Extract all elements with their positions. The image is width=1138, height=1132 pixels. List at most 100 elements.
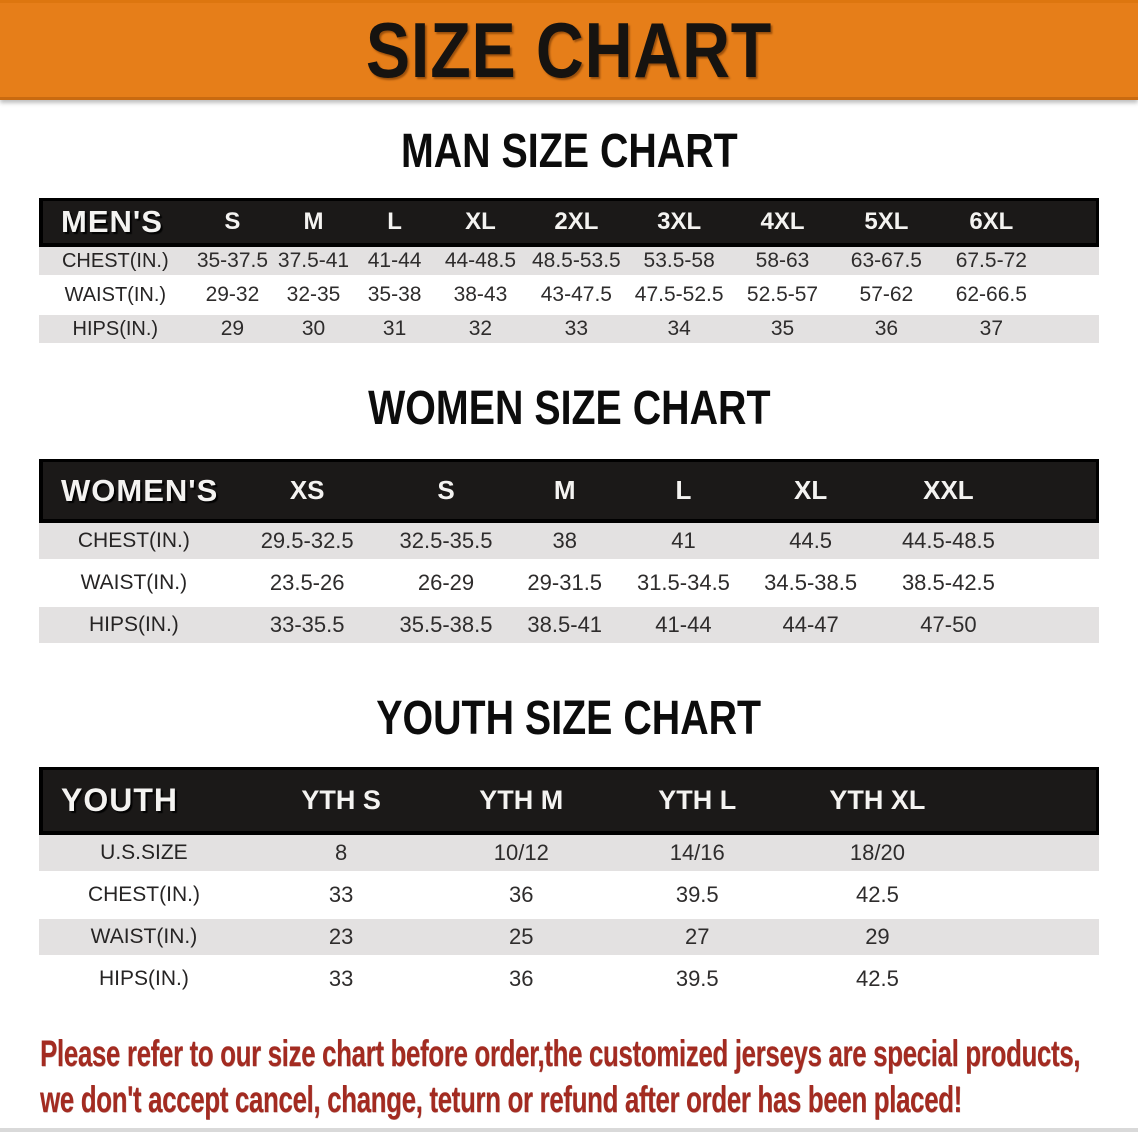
bottom-edge-line [0, 1128, 1138, 1132]
men-cell-value: 35 [731, 315, 834, 349]
women-cell-value: 44.5 [743, 523, 878, 565]
women-measure-row: WAIST(IN.) 23.5-26 26-29 29-31.5 31.5-34.5 34… [39, 565, 1099, 607]
men-cell-value: 58-63 [731, 247, 834, 281]
men-cell-value: 52.5-57 [731, 281, 834, 315]
men-size-column-header: S [191, 198, 274, 247]
youth-measure-row: WAIST(IN.) 23 25 27 29 [39, 919, 1099, 961]
women-size-column-header: XS [228, 459, 386, 523]
youth-cell-value: 27 [609, 919, 786, 961]
men-cell-value: 62-66.5 [938, 281, 1044, 315]
youth-row-spacer [969, 961, 1099, 1003]
men-header-spacer [1043, 198, 1099, 247]
youth-section-heading: YOUTH SIZE CHART [0, 695, 1138, 743]
men-cell-value: 47.5-52.5 [627, 281, 732, 315]
men-measure-row: CHEST(IN.) 35-37.5 37.5-41 41-44 44-48.5 48.5… [39, 247, 1099, 281]
youth-cell-value: 29 [785, 919, 970, 961]
women-size-column-header: L [623, 459, 744, 523]
youth-measure-row: U.S.SIZE 8 10/12 14/16 18/20 [39, 835, 1099, 877]
men-cell-value: 29-32 [191, 281, 274, 315]
men-cell-value: 63-67.5 [833, 247, 939, 281]
youth-cell-value: 33 [248, 877, 434, 919]
men-cell-value: 38-43 [435, 281, 526, 315]
women-size-table: WOMEN'S XS S M L XL XXL CHEST(IN.) 29.5-32.5 32.5… [39, 459, 1099, 649]
women-table-title: WOMEN'S [39, 459, 229, 523]
women-cell-value: 29.5-32.5 [228, 523, 386, 565]
women-row-spacer [1019, 565, 1099, 607]
men-size-table: MEN'S S M L XL 2XL 3XL 4XL 5XL 6XL CHEST(IN.) 35-37… [39, 198, 1099, 349]
women-cell-value: 47-50 [877, 607, 1020, 649]
women-cell-value: 38 [506, 523, 624, 565]
women-row-label: HIPS(IN.) [39, 607, 229, 649]
men-cell-value: 37 [938, 315, 1044, 349]
size-chart-banner: SIZE CHART [0, 0, 1138, 100]
men-cell-value: 33 [525, 315, 628, 349]
men-cell-value: 44-48.5 [435, 247, 526, 281]
men-cell-value: 32 [435, 315, 526, 349]
men-cell-value: 31 [353, 315, 436, 349]
men-size-column-header: XL [435, 198, 526, 247]
youth-measure-row: HIPS(IN.) 33 36 39.5 42.5 [39, 961, 1099, 1003]
men-cell-value: 53.5-58 [627, 247, 732, 281]
men-size-column-header: 3XL [627, 198, 732, 247]
men-row-spacer [1043, 247, 1099, 281]
women-measure-row: CHEST(IN.) 29.5-32.5 32.5-35.5 38 41 44.5 44.5… [39, 523, 1099, 565]
youth-cell-value: 23 [248, 919, 434, 961]
men-size-column-header: 5XL [833, 198, 939, 247]
men-row-spacer [1043, 315, 1099, 349]
youth-size-column-header: YTH S [248, 767, 434, 835]
men-size-column-header: 6XL [938, 198, 1044, 247]
women-cell-value: 31.5-34.5 [623, 565, 744, 607]
men-size-column-header: M [273, 198, 354, 247]
women-cell-value: 38.5-42.5 [877, 565, 1020, 607]
men-cell-value: 29 [191, 315, 274, 349]
women-cell-value: 29-31.5 [506, 565, 624, 607]
men-cell-value: 41-44 [353, 247, 436, 281]
women-table-header-row: WOMEN'S XS S M L XL XXL [39, 459, 1099, 523]
youth-row-label: WAIST(IN.) [39, 919, 249, 961]
men-row-spacer [1043, 281, 1099, 315]
youth-cell-value: 36 [433, 961, 610, 1003]
women-size-column-header: S [385, 459, 507, 523]
women-section-heading: WOMEN SIZE CHART [0, 385, 1138, 433]
men-row-label: CHEST(IN.) [39, 247, 192, 281]
women-row-label: WAIST(IN.) [39, 565, 229, 607]
youth-size-column-header: YTH M [433, 767, 610, 835]
men-cell-value: 32-35 [273, 281, 354, 315]
men-cell-value: 36 [833, 315, 939, 349]
men-cell-value: 48.5-53.5 [525, 247, 628, 281]
men-cell-value: 34 [627, 315, 732, 349]
men-size-column-header: 4XL [731, 198, 834, 247]
youth-cell-value: 8 [248, 835, 434, 877]
banner-title: SIZE CHART [365, 6, 773, 94]
youth-cell-value: 42.5 [785, 877, 970, 919]
men-row-label: WAIST(IN.) [39, 281, 192, 315]
youth-cell-value: 18/20 [785, 835, 970, 877]
men-size-column-header: L [353, 198, 436, 247]
men-size-column-header: 2XL [525, 198, 628, 247]
youth-size-table: YOUTH YTH S YTH M YTH L YTH XL U.S.SIZE 8 10/12… [39, 767, 1099, 1003]
men-cell-value: 57-62 [833, 281, 939, 315]
disclaimer-line-2: we don't accept cancel, change, teturn o… [40, 1079, 962, 1120]
women-cell-value: 35.5-38.5 [385, 607, 507, 649]
women-row-spacer [1019, 523, 1099, 565]
youth-row-spacer [969, 877, 1099, 919]
youth-row-label: HIPS(IN.) [39, 961, 249, 1003]
women-size-column-header: XL [743, 459, 878, 523]
women-cell-value: 41-44 [623, 607, 744, 649]
disclaimer-note: Please refer to our size chart before or… [40, 1031, 1138, 1123]
men-measure-row: HIPS(IN.) 29 30 31 32 33 34 35 36 37 [39, 315, 1099, 349]
youth-table-title: YOUTH [39, 767, 249, 835]
men-cell-value: 43-47.5 [525, 281, 628, 315]
women-cell-value: 41 [623, 523, 744, 565]
women-header-spacer [1019, 459, 1099, 523]
youth-row-label: U.S.SIZE [39, 835, 249, 877]
women-row-label: CHEST(IN.) [39, 523, 229, 565]
youth-measure-row: CHEST(IN.) 33 36 39.5 42.5 [39, 877, 1099, 919]
youth-cell-value: 25 [433, 919, 610, 961]
women-cell-value: 44-47 [743, 607, 878, 649]
man-section-heading: MAN SIZE CHART [0, 128, 1138, 176]
youth-row-spacer [969, 835, 1099, 877]
women-cell-value: 44.5-48.5 [877, 523, 1020, 565]
men-table-header-row: MEN'S S M L XL 2XL 3XL 4XL 5XL 6XL [39, 198, 1099, 247]
women-measure-row: HIPS(IN.) 33-35.5 35.5-38.5 38.5-41 41-44 44-… [39, 607, 1099, 649]
